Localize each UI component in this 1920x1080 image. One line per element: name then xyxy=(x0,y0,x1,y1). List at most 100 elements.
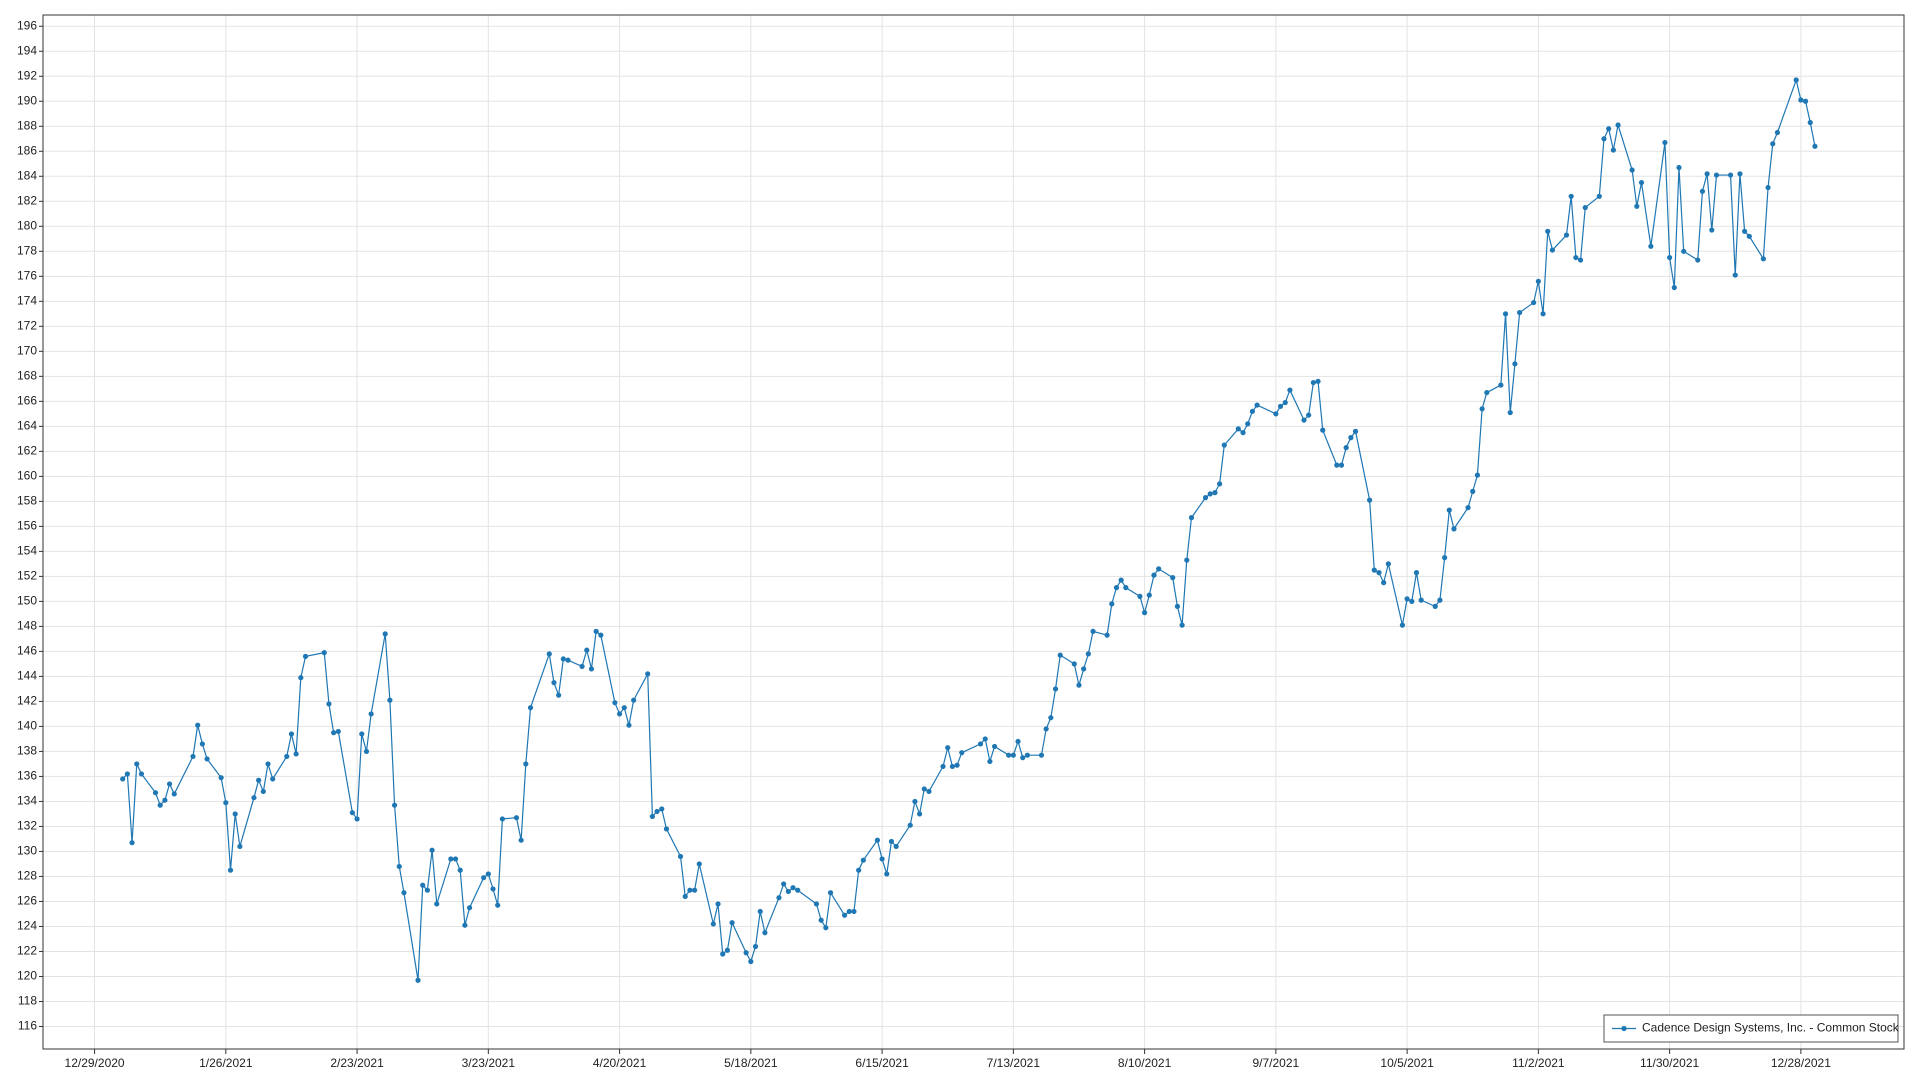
data-point xyxy=(462,922,468,928)
data-point xyxy=(1137,593,1143,599)
data-point xyxy=(1577,257,1584,263)
data-point xyxy=(1498,382,1504,388)
legend-label: Cadence Design Systems, Inc. - Common St… xyxy=(1642,1021,1900,1035)
data-point xyxy=(546,651,552,657)
data-point xyxy=(818,917,824,923)
data-point xyxy=(523,761,529,767)
data-point xyxy=(1563,232,1570,238)
y-tick-label: 136 xyxy=(17,769,37,783)
data-point xyxy=(302,653,309,660)
data-point xyxy=(1217,481,1223,487)
y-tick-label: 122 xyxy=(17,944,37,958)
data-point xyxy=(120,776,126,782)
data-point xyxy=(321,650,327,656)
data-point xyxy=(1409,598,1415,604)
data-point xyxy=(1090,628,1096,634)
data-point xyxy=(856,867,862,873)
data-point xyxy=(1802,98,1809,104)
data-point xyxy=(663,826,670,832)
data-point xyxy=(424,887,430,893)
data-point xyxy=(1535,278,1541,284)
data-point xyxy=(851,908,857,915)
data-point xyxy=(912,798,918,805)
data-point xyxy=(420,882,426,888)
data-point xyxy=(387,697,393,703)
data-point xyxy=(223,800,229,806)
data-point xyxy=(1470,488,1476,494)
data-point xyxy=(631,697,637,703)
data-point xyxy=(485,871,491,877)
data-point xyxy=(1770,141,1776,147)
data-point xyxy=(813,901,820,907)
data-point xyxy=(1076,682,1082,688)
y-tick-label: 184 xyxy=(17,168,37,182)
data-point xyxy=(926,788,932,795)
data-point xyxy=(157,802,163,808)
y-tick-label: 176 xyxy=(17,268,37,282)
series-line xyxy=(122,77,1816,981)
data-point xyxy=(171,791,177,797)
data-point xyxy=(1273,411,1279,417)
data-point xyxy=(729,920,735,926)
y-tick-label: 196 xyxy=(17,18,37,32)
data-point xyxy=(1610,147,1616,153)
x-tick-label: 2/23/2021 xyxy=(330,1056,384,1070)
y-tick-label: 164 xyxy=(17,419,37,433)
y-tick-label: 134 xyxy=(17,794,37,808)
data-point xyxy=(645,671,651,677)
y-tick-label: 180 xyxy=(17,218,37,232)
x-tick-label: 11/2/2021 xyxy=(1512,1056,1565,1070)
data-point xyxy=(415,977,421,983)
data-point xyxy=(349,810,355,816)
data-point xyxy=(1146,592,1152,598)
data-point xyxy=(1798,97,1804,103)
y-tick-label: 138 xyxy=(17,744,37,758)
data-point xyxy=(1746,233,1752,239)
data-point xyxy=(757,908,763,915)
x-tick-label: 9/7/2021 xyxy=(1252,1056,1299,1070)
data-point xyxy=(298,675,304,681)
data-point xyxy=(551,680,557,686)
data-point xyxy=(584,647,590,653)
data-point xyxy=(1502,311,1509,317)
data-point xyxy=(129,840,135,846)
data-point xyxy=(748,958,754,965)
y-tick-label: 126 xyxy=(17,894,37,908)
data-point xyxy=(1568,193,1574,199)
data-point xyxy=(195,722,201,728)
data-point xyxy=(1451,526,1457,532)
data-point xyxy=(382,631,388,637)
data-point xyxy=(916,811,923,817)
data-point xyxy=(134,761,140,767)
data-point xyxy=(1301,417,1307,423)
data-point xyxy=(776,895,782,901)
data-point xyxy=(359,731,365,737)
data-point xyxy=(921,786,927,792)
y-tick-label: 174 xyxy=(17,293,37,307)
data-point xyxy=(860,857,866,863)
data-point xyxy=(1202,495,1209,501)
data-point xyxy=(1812,143,1818,149)
data-point xyxy=(879,856,885,862)
data-point xyxy=(518,837,524,843)
data-point xyxy=(1732,272,1738,278)
data-point xyxy=(1549,247,1556,253)
data-point xyxy=(1184,557,1190,563)
y-tick-label: 142 xyxy=(17,694,37,708)
data-point xyxy=(1545,228,1551,234)
data-point xyxy=(1807,119,1813,126)
data-point xyxy=(429,847,435,853)
data-point xyxy=(1006,752,1012,758)
data-point xyxy=(1671,284,1677,291)
data-point xyxy=(218,775,224,781)
data-point xyxy=(1020,755,1026,761)
data-point xyxy=(1212,490,1218,496)
data-point xyxy=(1381,580,1387,586)
x-tick-label: 3/23/2021 xyxy=(462,1056,516,1070)
data-point xyxy=(579,663,585,670)
data-point xyxy=(190,753,196,760)
y-tick-label: 188 xyxy=(17,118,37,132)
y-tick-label: 194 xyxy=(17,43,37,57)
x-tick-label: 1/26/2021 xyxy=(199,1056,253,1070)
